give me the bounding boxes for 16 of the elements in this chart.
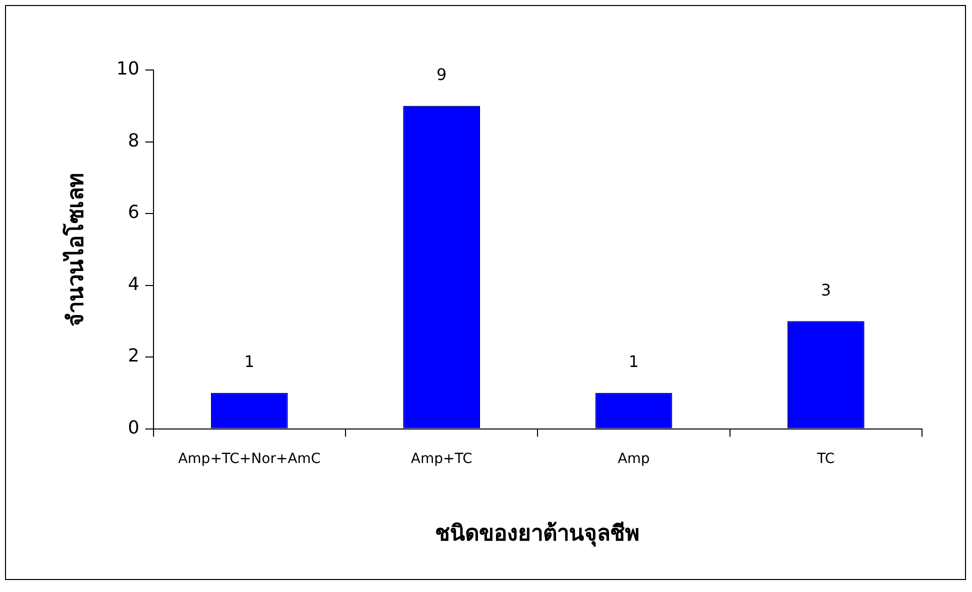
y-tick-label: 2 bbox=[128, 346, 140, 367]
data-label: 9 bbox=[436, 65, 447, 84]
x-tick-label: Amp+TC+Nor+AmC bbox=[178, 450, 321, 467]
data-label: 1 bbox=[628, 352, 639, 372]
data-label: 1 bbox=[244, 352, 254, 372]
x-tick-label: Amp bbox=[618, 450, 650, 467]
y-tick-label: 10 bbox=[116, 58, 140, 80]
y-tick-label: 4 bbox=[128, 274, 140, 295]
x-tick-label: TC bbox=[816, 450, 835, 467]
y-axis-title: จำนวนไอโซเลท bbox=[62, 172, 89, 326]
y-tick-label: 8 bbox=[128, 130, 140, 152]
data-label: 3 bbox=[820, 280, 832, 300]
x-axis-title: ชนิดของยาต้านจุลชีพ bbox=[435, 522, 640, 548]
y-tick-label: 0 bbox=[128, 417, 140, 438]
x-tick-label: Amp+TC bbox=[410, 450, 472, 467]
y-tick-label: 6 bbox=[128, 202, 140, 224]
